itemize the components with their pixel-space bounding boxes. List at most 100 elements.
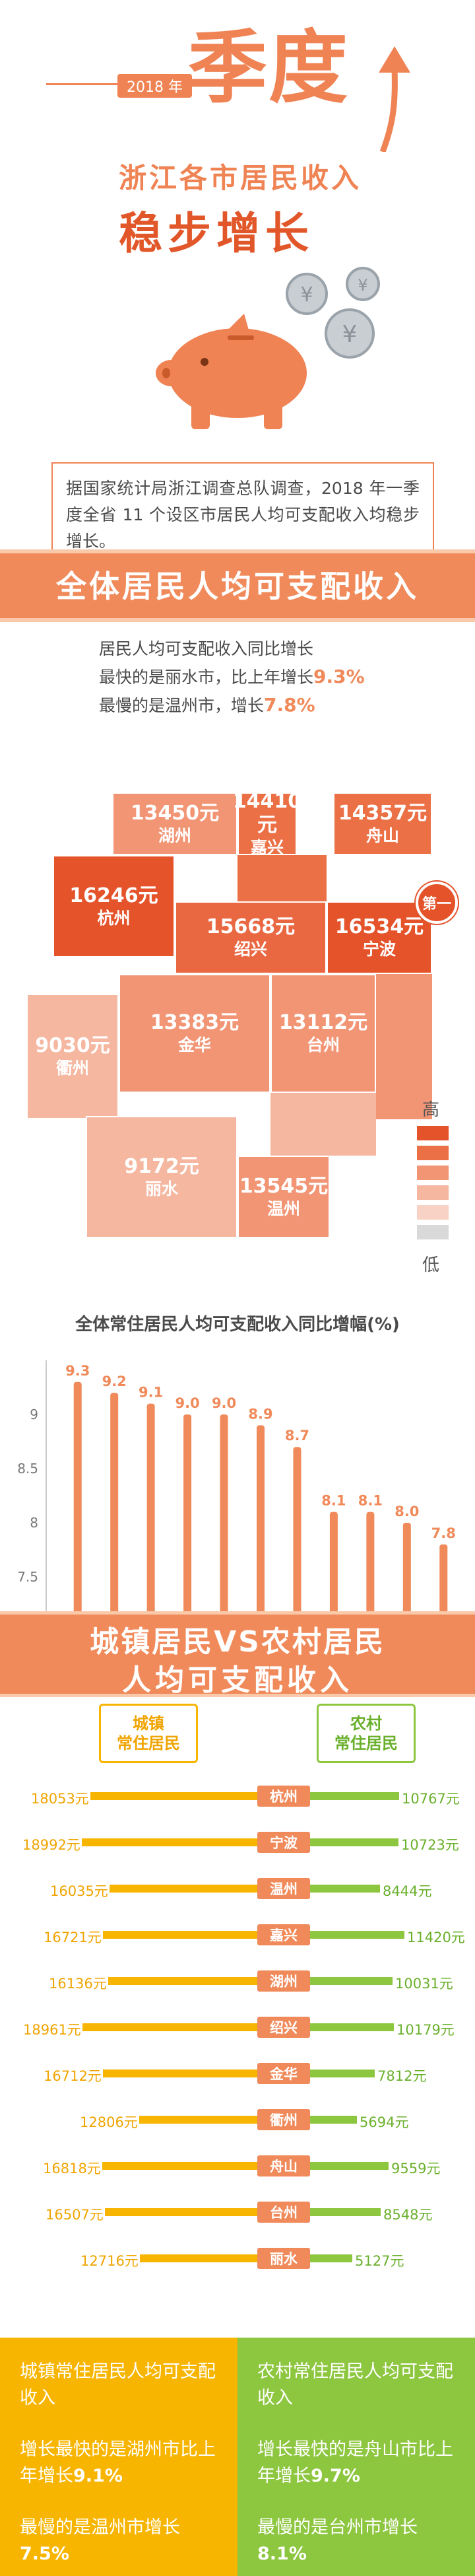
- rural-bar: [310, 1838, 398, 1846]
- bar: [146, 1403, 155, 1631]
- bar-value-label: 9.2: [102, 1374, 127, 1389]
- rural-summary-box: 农村常住居民人均可支配收入 增长最快的是舟山市比上年增长9.7% 最慢的是台州市…: [238, 2338, 475, 2576]
- urban-bar: [90, 1792, 257, 1800]
- urban-box-slow: 最慢的是温州市增长7.5%: [20, 2517, 180, 2564]
- map-cell-3: 16246元 杭州: [53, 855, 175, 957]
- urban-rural-row: 12716元 丽水 5127元: [0, 2245, 475, 2273]
- rural-value: 8444元: [383, 1883, 432, 1899]
- bar-value-label: 9.0: [212, 1395, 236, 1411]
- urban-summary-box: 城镇常住居民人均可支配收入 增长最快的是湖州市比上年增长9.1% 最慢的是温州市…: [0, 2338, 238, 2576]
- bar: [293, 1447, 301, 1631]
- urban-bar: [103, 1931, 257, 1939]
- section1-title: 全体居民人均可支配收入: [56, 569, 419, 604]
- map-cell-value: 9030元: [35, 1034, 110, 1057]
- bar: [220, 1414, 228, 1631]
- bar-value-label: 8.1: [358, 1493, 383, 1509]
- urban-bar: [103, 2070, 257, 2077]
- map-cell-2: 14357元 舟山: [333, 792, 432, 855]
- header: 2018 年 季度 浙江各市居民收入 稳步增长 ¥ ¥ ¥ 据国家: [0, 0, 475, 594]
- rural-bar: [310, 2116, 357, 2124]
- city-label: 绍兴: [257, 2017, 310, 2038]
- urban-bar: [110, 1885, 257, 1893]
- rural-bar: [310, 2070, 375, 2077]
- map-cell-value: 15668元: [206, 915, 296, 938]
- map-cell-value: 9172元: [124, 1154, 199, 1178]
- city-label: 丽水: [257, 2248, 310, 2269]
- bar: [439, 1544, 448, 1631]
- urban-rural-row: 12806元 衢州 5694元: [0, 2106, 475, 2134]
- legend-swatch: [417, 1146, 449, 1160]
- map-cell-city: 金华: [177, 1035, 211, 1055]
- urban-value: 18961元: [23, 2022, 81, 2038]
- map-cell-city: 宁波: [362, 940, 396, 959]
- map-cell-city: 衢州: [55, 1059, 89, 1078]
- bar-value-label: 8.1: [321, 1493, 346, 1509]
- y-tick-label: 8.5: [17, 1461, 38, 1477]
- map-cell-9: 9172元 丽水: [86, 1116, 238, 1238]
- svg-text:¥: ¥: [300, 283, 313, 306]
- urban-rural-row: 18961元 绍兴 10179元: [0, 2014, 475, 2042]
- bar-value-label: 9.0: [175, 1395, 199, 1411]
- map-filler-1: [376, 974, 432, 1119]
- urban-rural-row: 16712元 金华 7812元: [0, 2060, 475, 2088]
- rural-value: 10767元: [402, 1791, 460, 1807]
- urban-fast-value: 9.1%: [73, 2466, 123, 2486]
- map-cell-5: 16534元宁波: [327, 901, 432, 974]
- urban-value: 16136元: [49, 1976, 107, 1992]
- bar-value-label: 9.3: [65, 1363, 90, 1379]
- legend-high-label: 高: [422, 1100, 440, 1120]
- y-tick-label: 7.5: [17, 1569, 38, 1585]
- map-cell-city: 台州: [306, 1035, 340, 1055]
- section2-title-2: 人均可支配收入: [122, 1663, 353, 1697]
- legend-swatch: [417, 1225, 449, 1239]
- map-cell-value: 14410元: [232, 789, 302, 837]
- urban-bar: [82, 1838, 257, 1846]
- rural-box-fast: 增长最快的是舟山市比上年增长9.7%: [257, 2439, 453, 2486]
- urban-value: 16507元: [46, 2207, 104, 2223]
- urban-box-fast: 增长最快的是湖州市比上年增长9.1%: [20, 2439, 216, 2486]
- map-cell-value: 13450元: [130, 801, 220, 825]
- arrow-up-icon: [379, 46, 410, 152]
- bar-value-label: 8.7: [285, 1428, 309, 1444]
- map-cell-1: 14410元 嘉兴: [233, 790, 301, 857]
- rural-bar: [310, 1792, 399, 1800]
- city-label: 衢州: [257, 2109, 310, 2130]
- rural-bar: [310, 2023, 394, 2031]
- bar: [402, 1523, 411, 1631]
- legend-swatch: [417, 1126, 449, 1140]
- svg-text:¥: ¥: [358, 276, 367, 295]
- main-title: 季度: [188, 22, 349, 114]
- urban-bar: [140, 2254, 257, 2262]
- urban-rural-row: 18053元 杭州 10767元: [0, 1783, 475, 1811]
- y-tick-label: 9: [30, 1407, 38, 1422]
- urban-slow-value: 7.5%: [20, 2544, 69, 2564]
- city-label: 嘉兴: [257, 1924, 310, 1945]
- fastest-growth-value: 9.3%: [313, 666, 365, 687]
- city-label: 宁波: [257, 1832, 310, 1853]
- bar: [110, 1393, 119, 1631]
- bar: [183, 1414, 192, 1631]
- bar-value-label: 9.1: [139, 1385, 163, 1401]
- bar-value-label: 8.9: [248, 1406, 272, 1422]
- map-filler-0: [238, 855, 327, 901]
- rural-value: 5127元: [355, 2253, 404, 2269]
- map-cell-10: 13545元 温州: [238, 1156, 330, 1238]
- city-label: 舟山: [257, 2155, 310, 2176]
- bar: [257, 1425, 265, 1631]
- city-label: 湖州: [257, 1970, 310, 1992]
- bar-chart-title: 全体常住居民人均可支配收入同比增幅(%): [75, 1315, 400, 1335]
- map-cell-value: 13383元: [150, 1011, 239, 1034]
- urban-rural-row: 16721元 嘉兴 11420元: [0, 1922, 475, 1949]
- first-place-badge: 第一: [416, 882, 458, 924]
- map-cell-city: 嘉兴: [250, 837, 284, 857]
- urban-value: 16818元: [43, 2161, 101, 2176]
- rural-value: 9559元: [391, 2161, 441, 2176]
- urban-bar: [139, 2116, 257, 2124]
- rural-bar: [310, 2208, 381, 2216]
- legend-swatch: [417, 1185, 449, 1200]
- section2-title-1: 城镇居民VS农村居民: [90, 1625, 385, 1659]
- intro-text: 据国家统计局浙江调查总队调查，2018 年一季度全省 11 个设区市居民人均可支…: [51, 462, 434, 568]
- map-cell-city: 杭州: [97, 908, 131, 928]
- map-cell-value: 16534元: [334, 915, 424, 938]
